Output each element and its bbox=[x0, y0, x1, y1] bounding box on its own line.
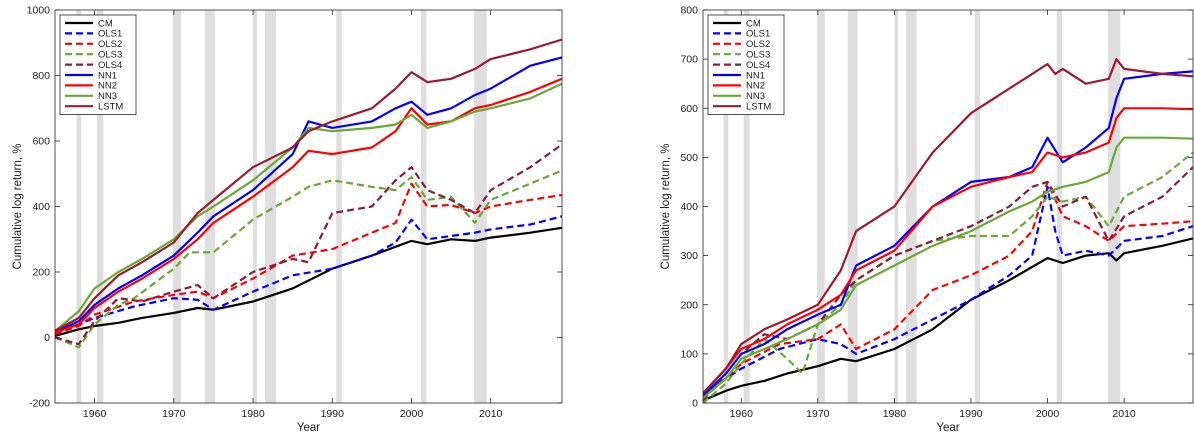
series-line-lstm bbox=[55, 38, 562, 332]
series-line-cm bbox=[703, 237, 1193, 402]
y-axis-title: Cumulative log return, % bbox=[660, 144, 672, 270]
recession-band bbox=[1108, 10, 1121, 403]
series-line-ols3 bbox=[55, 169, 562, 349]
right-chart: 1960 1970 1980 1990 2000 2010 0 100 200 300 400 500… bbox=[660, 5, 1194, 434]
legend-label-ols2: OLS2 bbox=[98, 39, 122, 50]
x-tick-label: 1980 bbox=[883, 408, 907, 420]
series-line-ols1 bbox=[703, 185, 1193, 397]
y-tick-label: 400 bbox=[680, 201, 698, 213]
y-tick-label: 500 bbox=[680, 152, 698, 164]
y-tick-label: 800 bbox=[680, 5, 698, 17]
x-tick-label: 1970 bbox=[806, 408, 830, 420]
y-tick-label: 400 bbox=[32, 201, 50, 213]
recession-band bbox=[264, 10, 277, 403]
y-tick-label: 200 bbox=[680, 299, 698, 311]
series-line-ols2 bbox=[55, 182, 562, 336]
legend-label-ols4: OLS4 bbox=[746, 60, 770, 71]
x-tick-label: 1970 bbox=[162, 408, 186, 420]
recession-band bbox=[420, 10, 427, 403]
x-tick-label: 1990 bbox=[959, 408, 983, 420]
legend-label-nn3: NN3 bbox=[746, 91, 765, 102]
legend-label-lstm: LSTM bbox=[746, 102, 771, 113]
y-tick-label: 1000 bbox=[27, 5, 51, 17]
left-chart: 1960 1970 1980 1990 2000 2010 -200 0 200 400 600 80… bbox=[12, 5, 563, 434]
y-tick-label: 600 bbox=[32, 136, 50, 148]
y-tick-label: 600 bbox=[680, 103, 698, 115]
x-axis-title: Year bbox=[936, 422, 959, 434]
y-tick-label: 100 bbox=[680, 348, 698, 360]
legend-label-ols2: OLS2 bbox=[746, 39, 770, 50]
recession-band bbox=[847, 10, 858, 403]
x-tick-label: 2010 bbox=[1112, 408, 1136, 420]
y-tick-label: 0 bbox=[44, 332, 50, 344]
series-line-cm bbox=[55, 226, 562, 337]
legend-label-ols3: OLS3 bbox=[98, 50, 122, 61]
legend-label-cm: CM bbox=[746, 18, 761, 29]
recession-band bbox=[817, 10, 825, 403]
legend-label-ols4: OLS4 bbox=[98, 60, 122, 71]
series-line-nn3 bbox=[703, 136, 1193, 399]
y-tick-label: 700 bbox=[680, 54, 698, 66]
series-line-nn2 bbox=[55, 77, 562, 334]
legend-label-nn3: NN3 bbox=[98, 91, 117, 102]
series-line-ols4 bbox=[55, 143, 562, 346]
legend-label-nn1: NN1 bbox=[98, 70, 117, 81]
y-axis-title: Cumulative log return, % bbox=[12, 144, 24, 270]
series-line-nn3 bbox=[55, 82, 562, 332]
recession-band bbox=[336, 10, 342, 403]
legend-label-nn2: NN2 bbox=[98, 81, 117, 92]
x-tick-label: 2000 bbox=[400, 408, 424, 420]
legend-label-cm: CM bbox=[98, 18, 113, 29]
series-line-nn1 bbox=[55, 56, 562, 334]
series-line-ols4 bbox=[703, 166, 1193, 402]
legend-label-lstm: LSTM bbox=[98, 102, 123, 113]
recession-band bbox=[743, 10, 750, 403]
series-line-ols3 bbox=[703, 151, 1193, 403]
series-line-ols2 bbox=[703, 180, 1193, 399]
y-tick-label: 200 bbox=[32, 267, 50, 279]
recession-band bbox=[905, 10, 917, 403]
x-tick-label: 1960 bbox=[83, 408, 107, 420]
legend-label-ols1: OLS1 bbox=[746, 29, 770, 40]
y-tick-label: 0 bbox=[692, 398, 698, 410]
y-tick-label: -200 bbox=[29, 398, 50, 410]
y-tick-label: 300 bbox=[680, 250, 698, 262]
recession-band bbox=[204, 10, 216, 403]
series-line-ols1 bbox=[55, 215, 562, 334]
recession-band bbox=[173, 10, 181, 403]
series-line-lstm bbox=[703, 58, 1193, 394]
x-tick-label: 1990 bbox=[321, 408, 345, 420]
recession-band bbox=[1056, 10, 1063, 403]
legend-label-nn2: NN2 bbox=[746, 81, 765, 92]
recession-band bbox=[974, 10, 981, 403]
x-tick-label: 2010 bbox=[479, 408, 503, 420]
recession-band bbox=[253, 10, 258, 403]
legend-box bbox=[707, 14, 785, 115]
recession-band bbox=[76, 10, 82, 403]
recession-band bbox=[894, 10, 899, 403]
recession-band bbox=[723, 10, 729, 403]
series-line-nn1 bbox=[703, 70, 1193, 397]
recession-band bbox=[96, 10, 104, 403]
legend-label-nn1: NN1 bbox=[746, 70, 765, 81]
legend-box bbox=[59, 14, 137, 115]
legend-label-ols1: OLS1 bbox=[98, 29, 122, 40]
series-line-nn2 bbox=[703, 107, 1193, 394]
legend-label-ols3: OLS3 bbox=[746, 50, 770, 61]
x-tick-label: 2000 bbox=[1036, 408, 1060, 420]
x-tick-label: 1980 bbox=[241, 408, 265, 420]
y-tick-label: 800 bbox=[32, 70, 50, 82]
x-tick-label: 1960 bbox=[730, 408, 754, 420]
x-axis-title: Year bbox=[297, 422, 320, 434]
